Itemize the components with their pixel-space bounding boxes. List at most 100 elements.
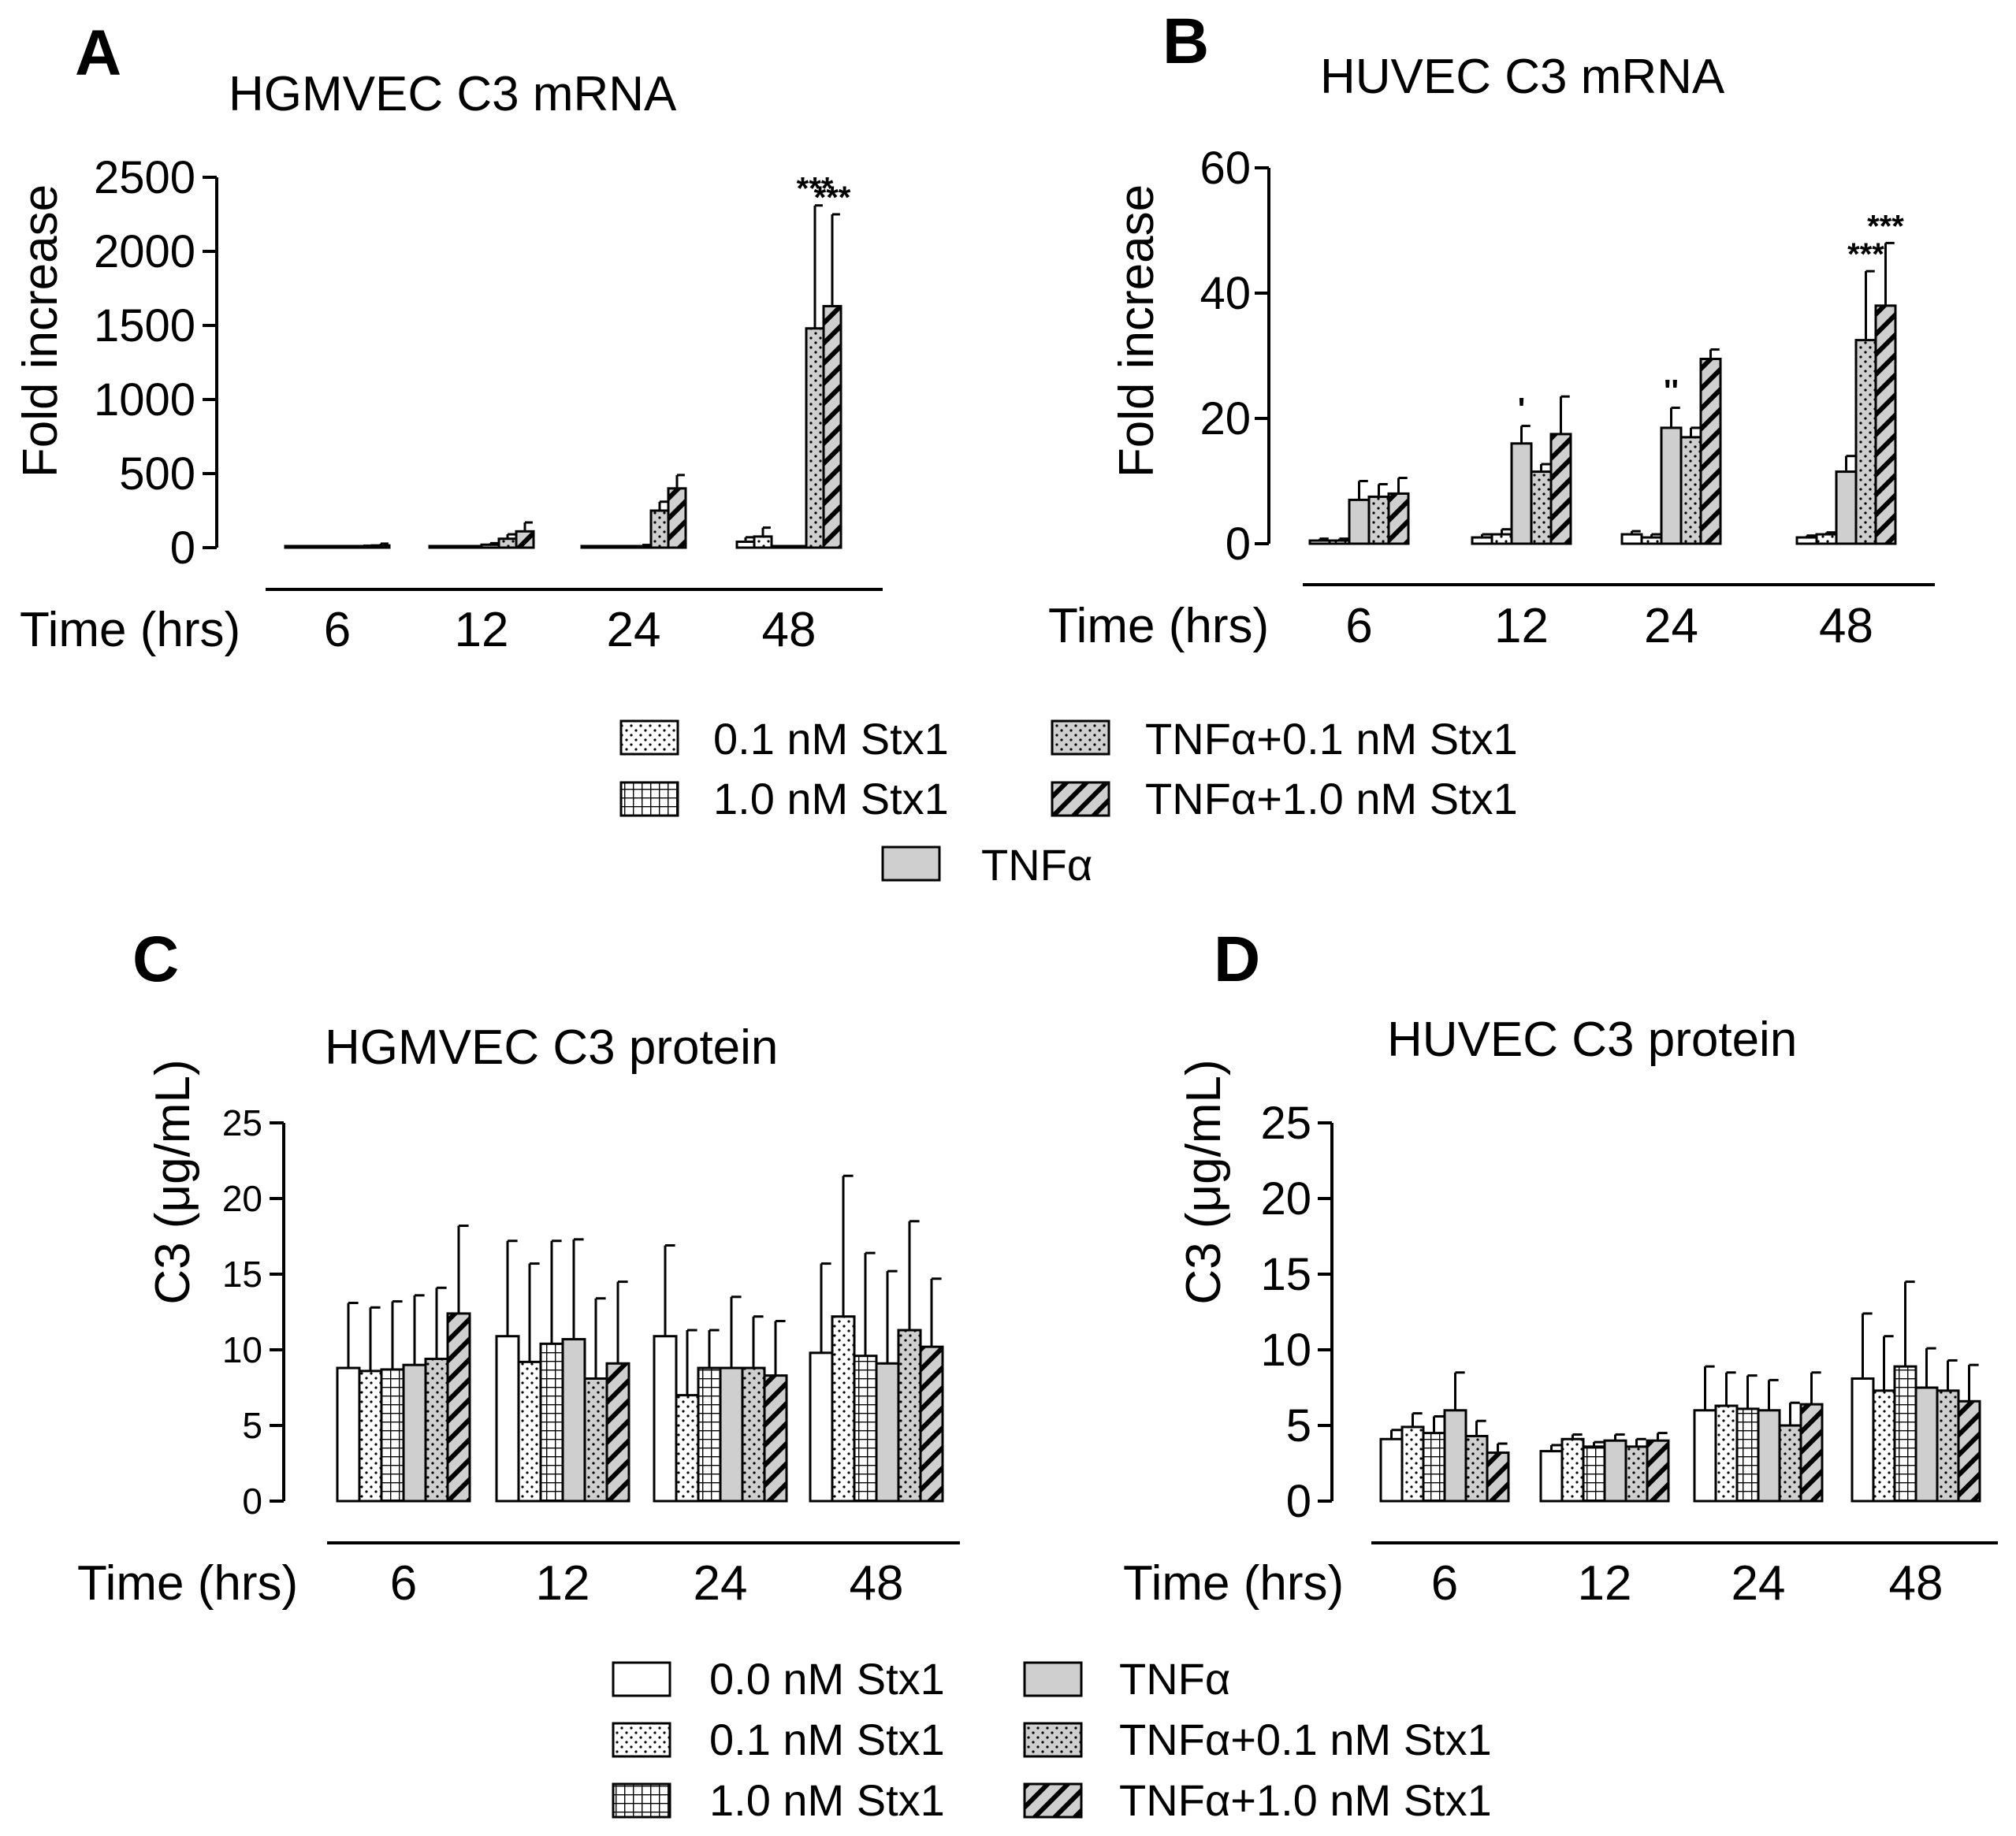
y-tick-label: 60 [1200,143,1251,194]
x-tick-label: 24 [607,603,661,657]
bar [1914,1386,1939,1503]
bar [1422,1432,1446,1503]
bar [1530,470,1553,545]
x-axis-label-b: Time (hrs) [1048,599,1269,653]
bar [495,1335,520,1503]
legend-label: TNFα [981,840,1092,890]
bar [653,1335,678,1503]
bar [632,544,653,549]
y-tick-label: 25 [1260,1098,1311,1149]
bar [1757,1409,1781,1503]
panel-letter-c: C [132,924,179,995]
bar [1893,1365,1917,1503]
y-tick-label: 20 [1260,1173,1311,1225]
bar [539,1342,564,1503]
bar [1699,357,1722,545]
bar [1510,442,1533,545]
y-tick-label: 15 [222,1254,262,1295]
bar [1815,533,1838,545]
y-tick-label: 0 [1286,1476,1311,1527]
bar [1582,1445,1606,1503]
y-tick-label: 25 [222,1102,262,1143]
hatched-bar-icon [1023,1782,1083,1819]
y-tick-label: 500 [119,448,195,500]
gray-bar-icon [1023,1661,1083,1697]
bar [380,1368,405,1503]
y-axis-label-b: Fold increase [1110,184,1164,478]
chart-hgmvec-protein: 0 5 10 15 20 25 6 12 24 48 [222,1102,960,1611]
significance-label: *** [797,172,834,206]
legend-label: TNFα+1.0 nM Stx1 [1145,774,1518,823]
dotted-bar-icon [612,1722,671,1758]
bar [1957,1399,1981,1503]
bar [831,1315,856,1503]
y-axis-label-c: C3 (μg/mL) [146,1059,200,1304]
bar [1874,304,1897,545]
y-axis-label-d: C3 (μg/mL) [1177,1059,1231,1304]
chart-hgmvec-mrna: 0 500 1000 1500 2000 2500 6 12 24 48 ****** [94,152,883,657]
open-bar-icon [612,1661,671,1697]
bar [1443,1409,1467,1503]
x-tick-label: 48 [762,603,816,657]
y-tick-label: 15 [1260,1249,1311,1300]
legend-label: 1.0 nM Stx1 [713,774,949,823]
bar [735,540,756,549]
x-tick-label: 12 [455,603,509,657]
gray-dotted-bar-icon [1023,1722,1083,1758]
bar [1850,1377,1875,1503]
bar [1799,1403,1824,1503]
bar [1835,470,1858,545]
y-axis-label-a: Fold increase [13,184,68,478]
bar [805,327,825,549]
y-tick-label: 2000 [94,226,195,277]
bar [1400,1425,1425,1503]
chart-title-a: HGMVEC C3 mRNA [229,67,677,121]
bar [1379,1437,1404,1503]
bar [853,1355,878,1503]
x-tick-label: 12 [536,1556,590,1611]
legend-label: 0.1 nM Stx1 [713,714,949,764]
grid-bar-icon [619,781,679,817]
bar [1348,498,1371,545]
y-tick-label: 5 [1286,1400,1311,1451]
bar [1660,426,1683,545]
bar [719,1366,744,1503]
panel-letter-b: B [1162,6,1209,77]
bar [875,1362,900,1503]
y-tick-label: 0 [170,522,195,574]
bar [1471,536,1493,545]
x-axis-label-d: Time (hrs) [1123,1556,1344,1611]
bar [1620,533,1643,545]
bar [667,487,687,549]
chart-huvec-protein: 0 5 10 15 20 25 6 12 24 48 [1260,1098,1998,1611]
bar [1490,533,1513,545]
bar [1486,1451,1510,1503]
x-tick-label: 24 [1731,1556,1786,1611]
y-tick-label: 10 [1260,1325,1311,1376]
chart-title-b: HUVEC C3 mRNA [1320,50,1725,104]
bar [697,1366,722,1503]
dotted-bar-icon [619,719,679,756]
bar [1714,1404,1739,1503]
bar [1679,436,1702,545]
bar [1795,536,1818,545]
bar [1328,539,1351,545]
y-tick-label: 5 [242,1405,262,1446]
x-tick-label: 48 [1819,599,1873,653]
significance-label: ' [1518,392,1526,427]
bar [809,1351,834,1503]
bar [1308,539,1331,545]
bar [1367,495,1390,545]
y-tick-label: 0 [1226,518,1251,570]
bar [358,1370,383,1503]
gray-dotted-bar-icon [1051,719,1110,756]
bar [675,1394,700,1503]
bar [1539,1450,1564,1503]
x-tick-label: 24 [694,1556,748,1611]
bar [402,1363,427,1503]
bar [1640,536,1663,545]
x-tick-label: 12 [1578,1556,1632,1611]
y-tick-label: 1500 [94,300,195,351]
y-tick-label: 40 [1200,268,1251,319]
